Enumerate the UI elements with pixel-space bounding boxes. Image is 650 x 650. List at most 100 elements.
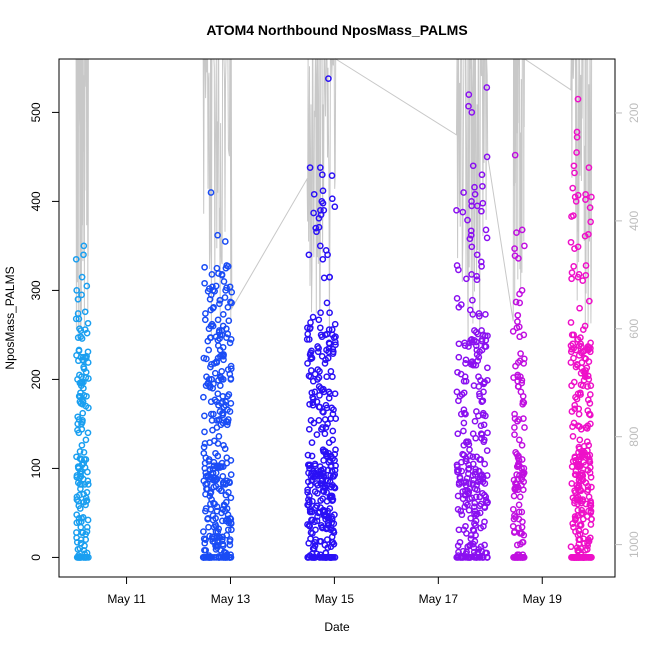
- data-point-5: [585, 493, 593, 501]
- data-point-0: [83, 523, 91, 531]
- data-point-0: [84, 481, 92, 488]
- data-point-1: [220, 403, 228, 411]
- data-point-1: [221, 238, 229, 245]
- data-point-3: [463, 530, 470, 537]
- data-point-3: [471, 190, 479, 198]
- data-point-1: [214, 316, 222, 324]
- data-point-2: [327, 463, 335, 470]
- data-point-2: [307, 367, 315, 374]
- data-point-5: [587, 507, 595, 515]
- data-point-3: [458, 511, 466, 519]
- data-point-3: [478, 207, 485, 215]
- data-point-1: [209, 283, 216, 291]
- data-point-3: [480, 438, 488, 446]
- data-point-5: [574, 506, 582, 514]
- data-point-5: [568, 275, 575, 283]
- data-point-1: [215, 270, 222, 277]
- data-point-4: [515, 436, 523, 444]
- data-point-1: [215, 433, 223, 440]
- data-point-3: [453, 554, 461, 561]
- data-point-5: [583, 364, 591, 372]
- data-point-0: [78, 529, 86, 536]
- data-point-1: [200, 528, 207, 535]
- data-point-5: [577, 425, 585, 433]
- data-point-4: [510, 374, 517, 381]
- data-point-3: [459, 495, 467, 503]
- data-point-5: [585, 358, 593, 365]
- data-point-0: [73, 538, 81, 546]
- data-point-4: [520, 399, 528, 406]
- data-point-5: [582, 196, 589, 203]
- data-point-5: [575, 449, 582, 456]
- data-point-5: [571, 401, 579, 409]
- data-point-3: [476, 392, 483, 400]
- data-point-3: [473, 453, 481, 461]
- data-point-1: [202, 382, 210, 389]
- data-point-1: [206, 439, 214, 446]
- data-point-5: [574, 95, 582, 103]
- right-tick-label: 600: [627, 318, 641, 338]
- data-point-0: [79, 400, 86, 408]
- data-point-1: [221, 445, 229, 453]
- data-point-3: [455, 266, 462, 274]
- data-point-2: [311, 460, 319, 468]
- data-point-1: [215, 401, 222, 409]
- data-point-5: [582, 528, 589, 535]
- data-point-1: [220, 352, 227, 360]
- right-tick-label: 800: [627, 426, 641, 446]
- data-point-3: [453, 206, 460, 214]
- data-point-4: [516, 333, 524, 341]
- data-point-3: [467, 227, 475, 235]
- data-point-3: [482, 311, 489, 318]
- data-point-3: [483, 234, 491, 242]
- data-point-2: [316, 242, 324, 250]
- data-point-4: [514, 311, 522, 319]
- data-point-0: [73, 473, 81, 481]
- data-point-3: [479, 397, 487, 405]
- data-point-2: [311, 488, 319, 495]
- data-point-5: [582, 461, 590, 469]
- data-point-2: [328, 519, 336, 527]
- data-point-2: [307, 529, 315, 536]
- data-point-4: [518, 508, 526, 516]
- data-point-0: [80, 251, 87, 259]
- data-point-5: [571, 497, 578, 504]
- data-point-3: [483, 549, 491, 557]
- data-point-2: [309, 313, 317, 321]
- data-point-5: [569, 423, 576, 430]
- data-point-2: [325, 388, 333, 396]
- data-point-5: [585, 536, 592, 543]
- data-point-5: [586, 400, 594, 407]
- data-point-3: [475, 383, 483, 390]
- data-point-2: [306, 324, 314, 332]
- data-point-1: [223, 454, 231, 462]
- chart-title: ATOM4 Northbound NposMass_PALMS: [206, 22, 467, 38]
- x-tick-label: May 19: [523, 592, 563, 606]
- data-point-2: [307, 355, 315, 363]
- data-point-3: [475, 412, 482, 420]
- data-point-2: [310, 190, 318, 198]
- data-point-5: [584, 407, 592, 414]
- data-point-2: [322, 247, 330, 254]
- data-point-5: [587, 521, 595, 528]
- data-point-2: [326, 309, 333, 317]
- data-point-1: [207, 489, 215, 496]
- data-point-4: [521, 424, 528, 431]
- data-point-1: [227, 298, 234, 306]
- data-point-1: [222, 325, 230, 333]
- data-point-0: [78, 273, 86, 281]
- data-point-3: [482, 412, 489, 420]
- data-point-3: [465, 441, 473, 448]
- data-point-1: [209, 426, 216, 434]
- data-point-5: [584, 466, 592, 474]
- data-point-1: [226, 283, 234, 291]
- data-point-3: [484, 429, 491, 437]
- data-point-5: [587, 473, 595, 481]
- data-point-3: [465, 343, 472, 350]
- data-point-5: [573, 554, 580, 561]
- data-point-1: [200, 443, 208, 451]
- data-point-2: [315, 417, 323, 424]
- data-point-3: [476, 502, 483, 510]
- data-point-2: [328, 492, 336, 500]
